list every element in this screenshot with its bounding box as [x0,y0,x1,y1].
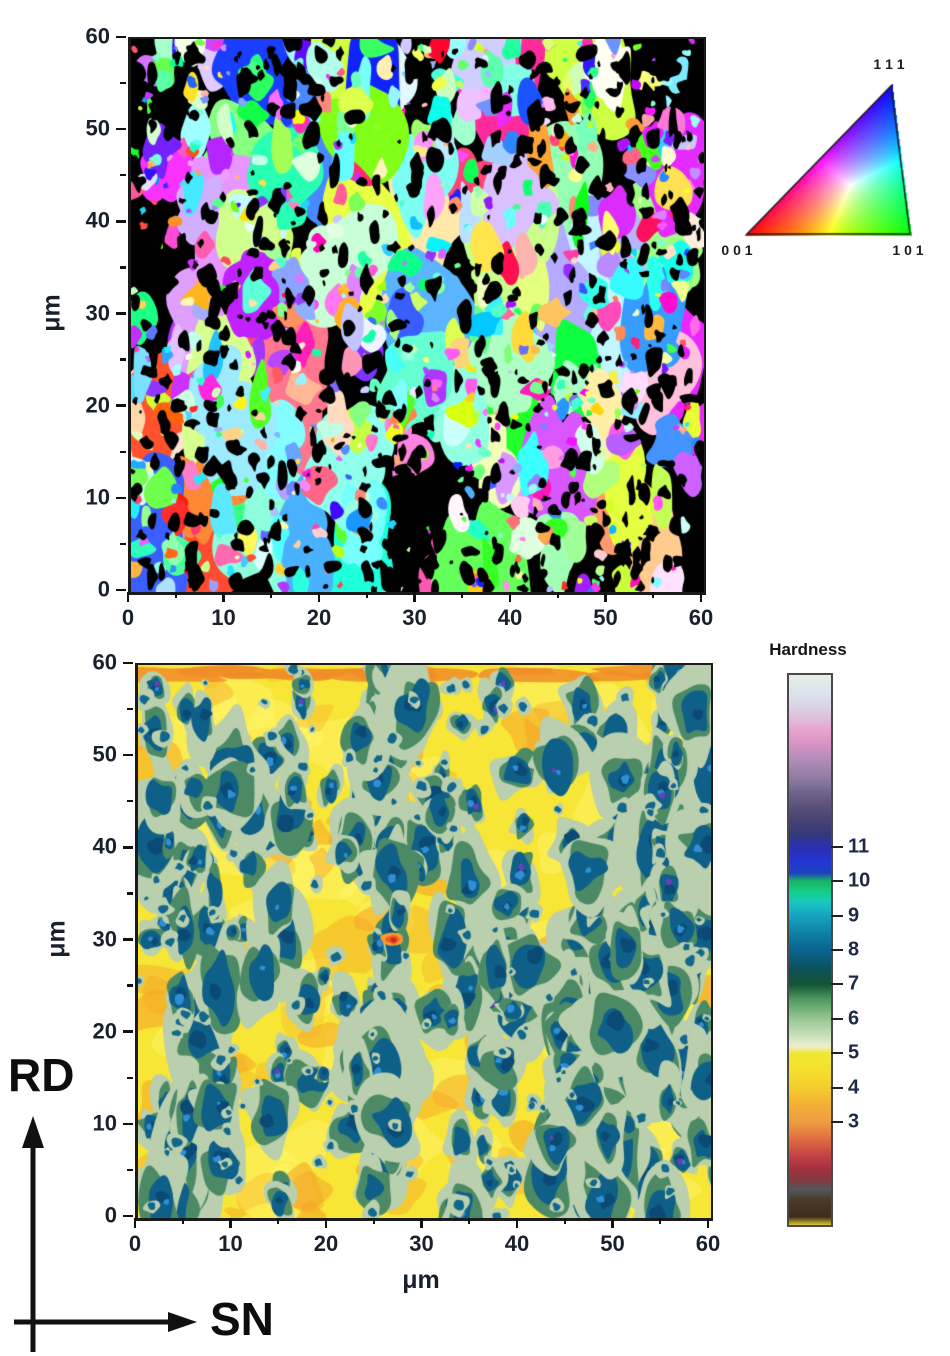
x-axis-tick-label: 60 [688,605,714,630]
colorbar-tick [831,1086,843,1089]
x-axis-tick-label: 0 [121,605,135,630]
y-axis-tick [120,174,126,177]
x-axis-tick-label: 40 [504,1231,530,1256]
colorbar-tick-label: 6 [848,1007,860,1030]
y-axis-tick [120,358,126,361]
y-axis-tick [116,35,126,39]
y-axis-tick-label: 50 [92,741,117,767]
x-axis-tick-label: 30 [409,1231,434,1256]
ipf-label-111: 1 1 1 [873,56,905,72]
y-axis-tick-label: 0 [97,576,110,602]
y-axis-tick [116,220,126,223]
ipf-orientation-map-image [131,39,704,592]
x-axis-tick-label: 60 [695,1231,721,1256]
colorbar-tick-label: 5 [848,1041,860,1064]
y-axis-tick [123,938,133,941]
y-axis-tick [116,404,126,407]
sn-arrow-head [168,1312,197,1332]
hardness-map-image [138,665,711,1218]
x-axis-tick-label: 50 [593,605,618,630]
y-axis-tick [116,588,126,592]
y-axis-tick [127,984,133,987]
colorbar-tick-label: 4 [848,1076,860,1098]
y-axis-tick-label: 30 [85,299,110,325]
bottom-plot-y-axis-label: μm [42,920,71,958]
y-axis-tick [127,707,133,711]
colorbar-tick-label: 9 [848,904,860,927]
x-axis-tick-label: 10 [211,605,236,630]
colorbar-tick [831,949,843,951]
colorbar-tick [831,1120,843,1123]
y-axis-tick [120,450,126,453]
colorbar-tick-label: 10 [848,869,871,892]
colorbar-tick [831,914,843,917]
y-axis-tick-label: 60 [85,23,110,49]
colorbar-tick [831,983,843,986]
y-axis-tick [116,127,126,131]
y-axis-tick [127,892,133,895]
x-axis-tick-label: 20 [306,605,332,630]
y-axis-tick [116,496,126,500]
y-axis-tick [120,266,126,269]
colorbar-gradient [789,675,831,1225]
y-axis-tick [127,800,133,803]
colorbar-tick-label: 11 [848,835,870,858]
y-axis-tick-label: 40 [92,833,117,859]
top-plot-y-axis-label: μm [37,294,66,332]
y-axis-tick [116,312,126,315]
colorbar-tick [831,1017,843,1020]
colorbar-title: Hardness [769,640,847,659]
bottom-plot-x-axis-label: μm [402,1266,440,1294]
y-axis-tick-label: 50 [85,115,110,141]
x-axis-tick-label: 40 [497,605,523,630]
colorbar-tick [831,1052,843,1055]
y-axis-tick [123,661,133,665]
y-axis-tick [123,1030,133,1033]
y-axis-tick-label: 60 [92,649,117,675]
y-axis-tick-label: 30 [92,925,117,951]
hardness-map-plot [135,663,713,1221]
colorbar-tick-label: 3 [848,1110,860,1133]
colorbar-tick-label: 8 [848,938,860,961]
ipf-map-plot [128,37,706,595]
ipf-label-001: 0 0 1 [721,242,753,258]
sn-label: SN [210,1293,274,1345]
rd-arrow-head [22,1116,44,1148]
x-axis-tick-label: 50 [600,1231,625,1256]
y-axis-tick-label: 40 [85,207,110,233]
rd-label: RD [8,1049,75,1101]
x-axis-tick-label: 30 [402,605,427,630]
ipf-label-101: 1 0 1 [892,242,924,258]
ipf-triangle-canvas [744,83,914,238]
colorbar-tick-label: 7 [848,972,860,995]
y-axis-tick-label: 20 [85,392,110,418]
y-axis-tick [120,81,126,85]
hardness-colorbar: 11 10 9 8 7 6 5 4 3 [787,673,870,1227]
y-axis-tick-label: 10 [85,484,110,510]
y-axis-tick [123,846,133,849]
colorbar-tick [831,880,843,883]
colorbar-tick [831,845,843,848]
y-axis-tick [120,542,126,546]
rd-sn-axes [14,1116,197,1352]
y-axis-tick [123,753,133,757]
